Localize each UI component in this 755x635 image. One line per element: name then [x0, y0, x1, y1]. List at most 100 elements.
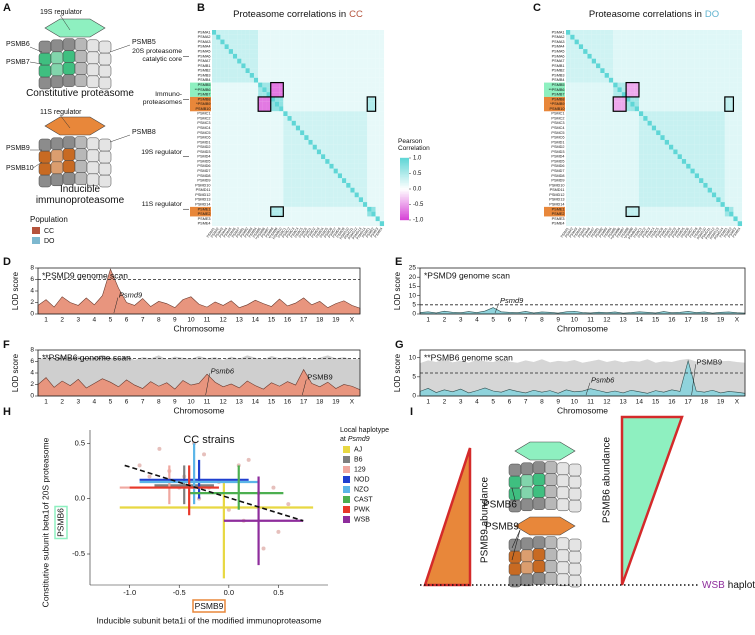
proteasome-subunit — [74, 172, 88, 185]
y-tick-label: 0.5 — [75, 438, 85, 447]
heatmap-cell — [363, 216, 368, 222]
colorbar-step — [400, 171, 409, 174]
heatmap-cell — [287, 192, 292, 198]
heatmap-cell — [262, 125, 267, 131]
heatmap-cell — [613, 139, 618, 145]
heatmap-cell — [707, 206, 713, 212]
heatmap-cell — [245, 149, 250, 155]
heatmap-cell — [613, 63, 618, 69]
heatmap-cell — [669, 149, 674, 155]
column-label: PSMC6 — [298, 227, 308, 239]
heatmap-cell — [608, 116, 614, 121]
heatmap-cell — [673, 154, 678, 160]
row-label: PSMC5 — [197, 131, 210, 135]
heatmap-cell — [228, 120, 234, 126]
row-label: PSME4 — [552, 222, 565, 226]
heatmap-cell — [677, 202, 682, 207]
heatmap-cell — [651, 49, 657, 54]
heatmap-cell — [295, 192, 301, 198]
heatmap-cell — [729, 82, 734, 88]
heatmap-cell — [716, 216, 721, 222]
heatmap-cell — [262, 96, 267, 102]
heatmap-cell — [737, 216, 743, 222]
heatmap-cell — [720, 73, 725, 78]
proteasome-subunit — [98, 138, 112, 152]
column-label: **PSMB6 — [255, 227, 266, 241]
heatmap-cell — [643, 221, 648, 227]
heatmap-cell — [220, 173, 225, 179]
heatmap-cell — [643, 206, 648, 212]
heatmap-cell — [664, 182, 670, 188]
heatmap-cell — [690, 106, 695, 112]
heatmap-cell — [212, 39, 217, 45]
heatmap-cell — [249, 120, 255, 126]
heatmap-cell — [608, 163, 614, 169]
row-label: PSMB10 — [550, 107, 565, 111]
heatmap-cell — [647, 125, 652, 131]
heatmap-cell — [660, 39, 665, 45]
heatmap-cell — [737, 44, 743, 50]
heatmap-cell — [711, 202, 717, 207]
heatmap-cell — [583, 82, 588, 88]
heatmap-cell — [325, 49, 330, 54]
heatmap-cell — [270, 73, 275, 78]
heatmap-cell — [613, 44, 618, 50]
heatmap-cell — [325, 111, 330, 117]
row-label: PSMC2 — [551, 116, 564, 120]
heatmap-cell — [337, 77, 343, 83]
heatmap-cell — [634, 182, 640, 188]
heatmap-cell — [570, 173, 575, 179]
heatmap-cell — [638, 149, 644, 155]
heatmap-cell — [707, 163, 713, 169]
heatmap-cell — [379, 63, 385, 69]
colorbar-step — [400, 162, 409, 165]
heatmap-cell — [312, 73, 317, 78]
heatmap-cell — [638, 92, 644, 97]
heatmap-cell — [630, 149, 635, 155]
heatmap-cell — [287, 221, 292, 227]
heatmap-cell — [220, 58, 225, 64]
heatmap-cell — [656, 187, 661, 193]
x-tick-label: 9 — [556, 317, 560, 324]
heatmap-cell — [274, 178, 280, 184]
heatmap-cell — [337, 182, 343, 188]
heatmap-cell — [699, 92, 704, 97]
column-label: PSMD8 — [332, 227, 342, 239]
heatmap-cell — [591, 73, 597, 78]
heatmap-cell — [350, 187, 355, 193]
heatmap-cell — [291, 63, 296, 69]
heatmap-cell — [291, 39, 296, 45]
row-label: **PSMB6 — [549, 88, 565, 92]
heatmap-cell — [729, 125, 734, 131]
heatmap-cell — [694, 202, 700, 207]
heatmap-cell — [664, 130, 670, 136]
heatmap-cell — [249, 168, 255, 174]
heatmap-cell — [312, 34, 317, 40]
heatmap-cell — [253, 120, 259, 126]
heatmap-cell — [379, 168, 385, 174]
heatmap-cell — [346, 182, 351, 188]
heatmap-cell — [358, 125, 364, 131]
heatmap-cell — [660, 187, 665, 193]
heatmap-cell — [337, 106, 343, 112]
heatmap-cell — [643, 82, 648, 88]
heatmap-cell — [237, 144, 242, 150]
heatmap-cell — [258, 92, 263, 97]
heatmap-cell — [570, 221, 575, 227]
heatmap-cell — [337, 178, 343, 184]
heatmap-cell — [596, 211, 601, 217]
heatmap-cell — [694, 211, 700, 217]
heatmap-cell — [249, 82, 255, 88]
heatmap-cell — [638, 101, 644, 107]
heatmap-cell — [681, 168, 687, 174]
group-label-box: 19S regulator — [141, 149, 182, 156]
heatmap-cell — [258, 221, 263, 227]
row-label: PSMB2 — [198, 69, 211, 73]
heatmap-cell — [711, 111, 717, 117]
heatmap-cell — [212, 216, 217, 222]
column-label: PSMA4 — [218, 227, 228, 239]
heatmap-cell — [270, 116, 275, 121]
heatmap-cell — [232, 68, 238, 74]
heatmap-cell — [300, 173, 305, 179]
proteasome-subunit — [544, 485, 558, 498]
